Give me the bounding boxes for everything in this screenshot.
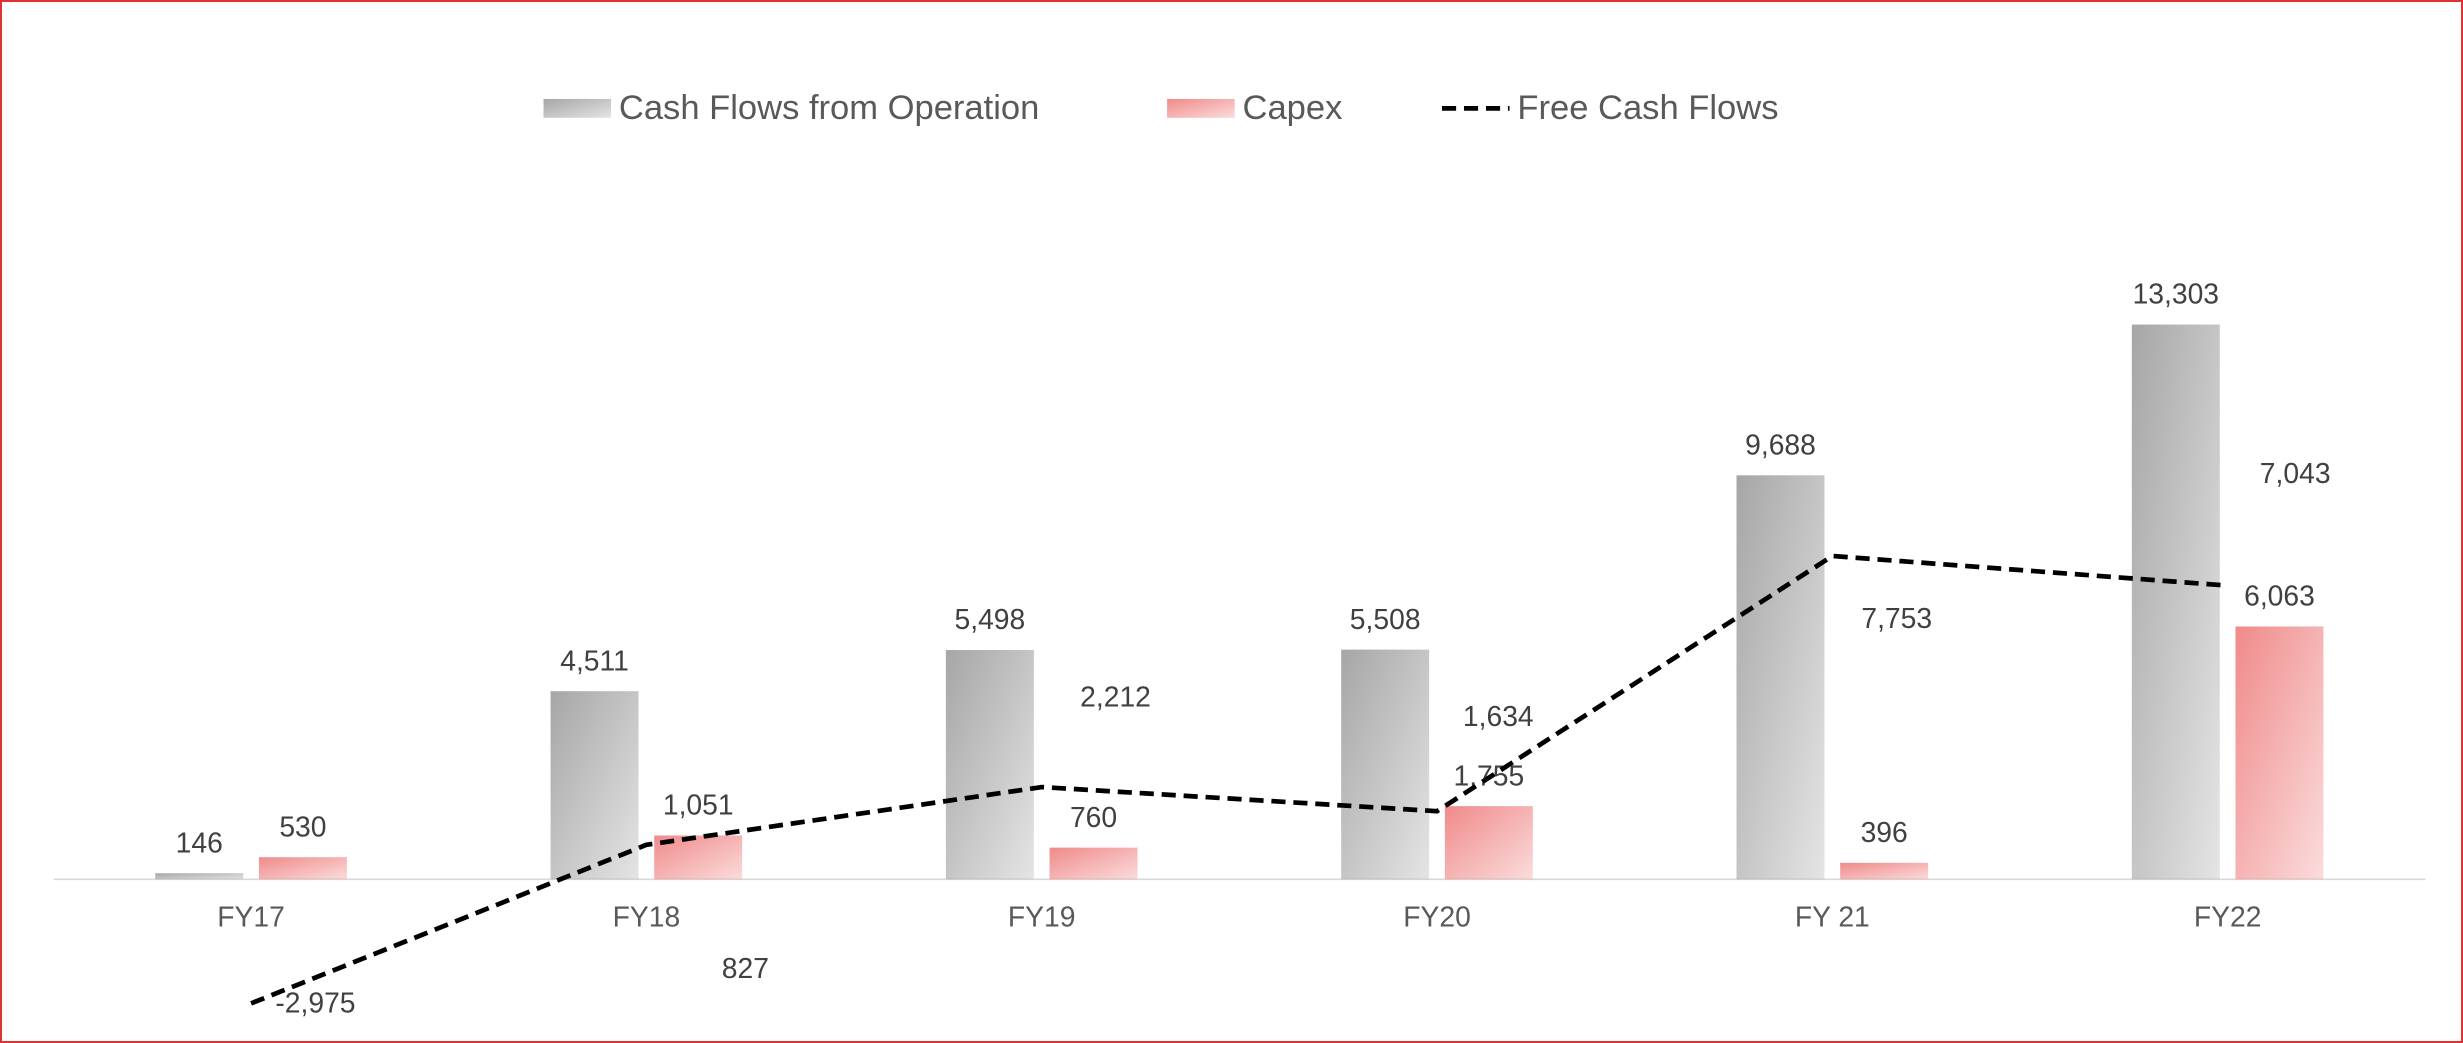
legend-label: Cash Flows from Operation [619, 89, 1039, 127]
line [250, 553, 2228, 1006]
x-tick-label: FY20 [1403, 900, 1471, 932]
legend-label: Free Cash Flows [1517, 89, 1778, 127]
bar [1736, 475, 1825, 880]
data-label: 530 [279, 810, 326, 842]
x-tick-label: FY17 [217, 900, 285, 932]
data-label: 5,508 [1350, 603, 1421, 635]
data-label: 1,634 [1463, 700, 1534, 732]
bar [945, 650, 1034, 880]
bar [1444, 806, 1533, 880]
data-label: 396 [1861, 816, 1908, 848]
legend-swatch [543, 98, 612, 118]
bar [1049, 847, 1138, 880]
data-label: 13,303 [2133, 278, 2219, 310]
bar [2131, 324, 2220, 880]
legend-swatch [1167, 98, 1235, 118]
x-tick-label: FY18 [613, 900, 681, 932]
data-label: 4,511 [560, 644, 629, 676]
bar [155, 873, 244, 880]
data-label: 7,043 [2260, 457, 2331, 489]
data-label: 9,688 [1745, 428, 1816, 460]
x-tick-label: FY 21 [1795, 900, 1870, 932]
data-label: 7,753 [1861, 602, 1932, 634]
x-tick-label: FY22 [2194, 900, 2262, 932]
x-tick-label: FY19 [1008, 900, 1076, 932]
bar [258, 857, 347, 880]
data-label: 146 [176, 826, 223, 858]
data-label: 760 [1070, 801, 1117, 833]
data-label: 6,063 [2244, 580, 2315, 612]
bar [1341, 649, 1430, 880]
bar [550, 691, 639, 880]
bar [2235, 626, 2324, 880]
data-label: -2,975 [275, 986, 355, 1018]
data-label: 2,212 [1080, 681, 1151, 713]
bar [1840, 862, 1929, 880]
legend-label: Capex [1242, 89, 1342, 127]
data-label: 1,051 [663, 789, 734, 821]
data-label: 5,498 [954, 603, 1025, 635]
data-label: 827 [722, 952, 769, 984]
